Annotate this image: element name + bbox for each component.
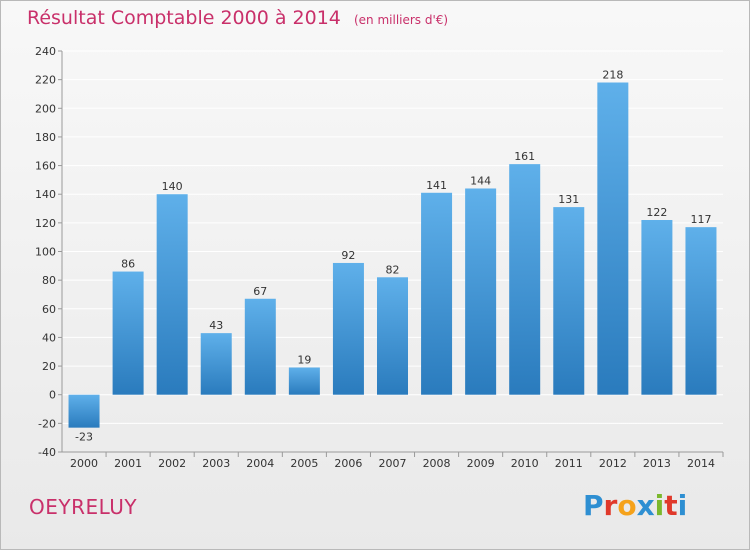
bar-2008	[421, 193, 452, 395]
value-label-2009: 144	[470, 174, 491, 187]
value-label-2006: 92	[341, 249, 355, 262]
bar-chart: -40 -20 0 20 40 60 80 100 120 140 160 180 200 220 240 2…	[1, 1, 749, 549]
bar-2000	[69, 395, 100, 428]
value-label-2004: 67	[253, 285, 267, 298]
x-tick-label-2005: 2005	[290, 457, 318, 470]
chart-frame: Résultat Comptable 2000 à 2014 (en milli…	[0, 0, 750, 550]
bar-2010	[509, 164, 540, 395]
y-tick-label: 100	[35, 246, 56, 259]
y-tick-label: 220	[35, 74, 56, 87]
bar-2006	[333, 263, 364, 395]
y-tick-label: 160	[35, 160, 56, 173]
value-label-2000: -23	[75, 431, 93, 444]
value-label-2014: 117	[690, 213, 711, 226]
y-tick-label: 200	[35, 102, 56, 115]
bar-2012	[597, 83, 628, 395]
value-label-2007: 82	[386, 263, 400, 276]
x-tick-label-2002: 2002	[158, 457, 186, 470]
value-label-2005: 19	[297, 354, 311, 367]
y-tick-label: 40	[42, 331, 56, 344]
x-tick-label-2008: 2008	[423, 457, 451, 470]
bar-2011	[553, 207, 584, 395]
value-label-2001: 86	[121, 258, 135, 271]
y-tick-label: 0	[49, 389, 56, 402]
bar-2004	[245, 299, 276, 395]
y-tick-label: 140	[35, 188, 56, 201]
y-tick-label: -20	[38, 417, 56, 430]
x-tick-label-2014: 2014	[687, 457, 715, 470]
bar-2009	[465, 188, 496, 394]
x-tick-label-2007: 2007	[379, 457, 407, 470]
bar-2014	[685, 227, 716, 395]
x-tick-label-2006: 2006	[334, 457, 362, 470]
x-tick-label-2004: 2004	[246, 457, 274, 470]
y-tick-label: 180	[35, 131, 56, 144]
x-tick-label-2009: 2009	[467, 457, 495, 470]
bar-2003	[201, 333, 232, 395]
x-tick-label-2013: 2013	[643, 457, 671, 470]
value-label-2010: 161	[514, 150, 535, 163]
value-label-2012: 218	[602, 69, 623, 82]
x-tick-label-2000: 2000	[70, 457, 98, 470]
value-label-2002: 140	[162, 180, 183, 193]
y-tick-label: 60	[42, 303, 56, 316]
bar-layer	[69, 83, 717, 428]
proxiti-logo[interactable]: Proxiti	[583, 489, 687, 522]
x-tick-label-2010: 2010	[511, 457, 539, 470]
bar-2001	[113, 272, 144, 395]
bar-2007	[377, 277, 408, 394]
x-tick-label-2001: 2001	[114, 457, 142, 470]
bar-2005	[289, 368, 320, 395]
commune-name: OEYRELUY	[29, 495, 137, 519]
y-tick-label: 20	[42, 360, 56, 373]
y-tick-label: 240	[35, 45, 56, 58]
value-label-2011: 131	[558, 193, 579, 206]
x-tick-label-2011: 2011	[555, 457, 583, 470]
y-tick-label: 80	[42, 274, 56, 287]
y-tick-label: 120	[35, 217, 56, 230]
value-label-2003: 43	[209, 319, 223, 332]
value-label-2008: 141	[426, 179, 447, 192]
value-label-2013: 122	[646, 206, 667, 219]
bar-2002	[157, 194, 188, 395]
x-tick-label-2003: 2003	[202, 457, 230, 470]
x-tick-label-2012: 2012	[599, 457, 627, 470]
bar-2013	[641, 220, 672, 395]
y-tick-label: -40	[38, 446, 56, 459]
